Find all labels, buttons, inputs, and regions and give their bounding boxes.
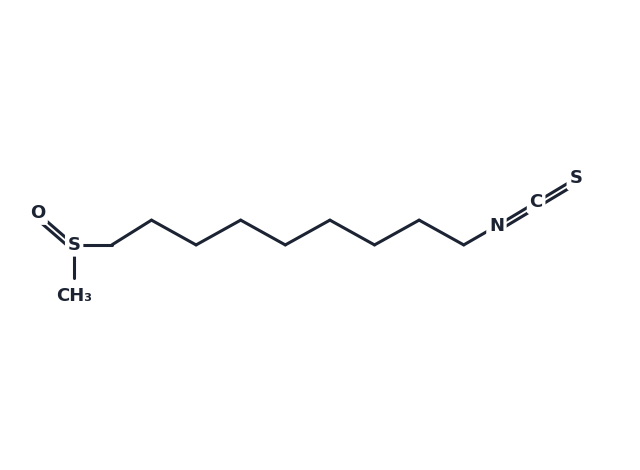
Text: S: S xyxy=(569,170,582,188)
Text: C: C xyxy=(529,193,543,212)
Text: CH₃: CH₃ xyxy=(56,287,92,305)
Text: O: O xyxy=(30,204,45,222)
Text: N: N xyxy=(489,217,504,235)
Text: S: S xyxy=(68,236,81,254)
